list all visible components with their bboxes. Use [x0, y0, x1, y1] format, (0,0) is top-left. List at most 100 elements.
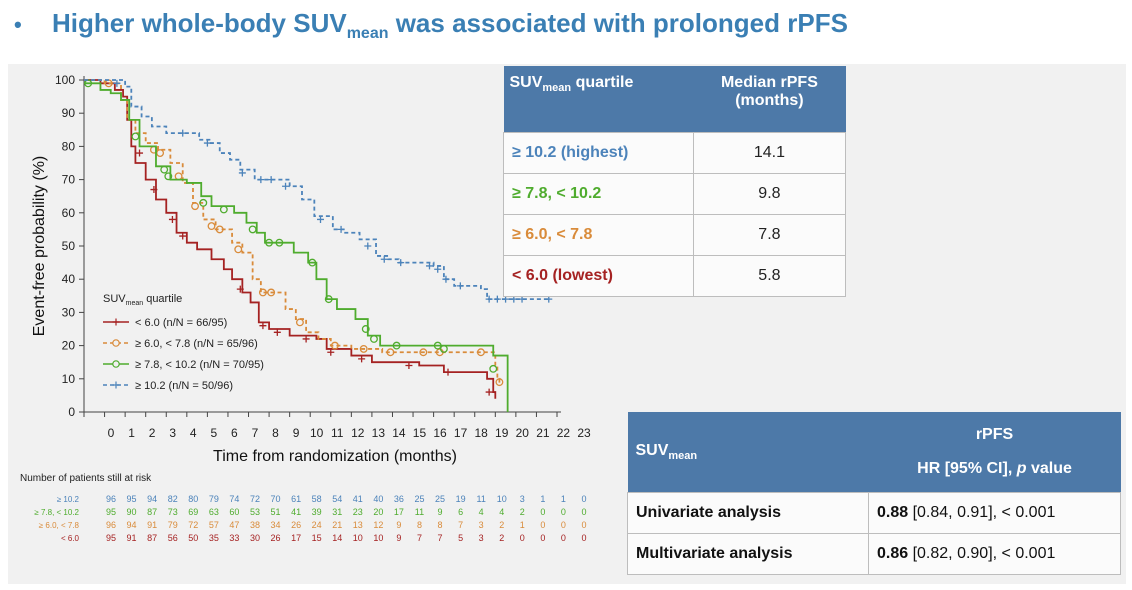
legend-entry: ≥ 6.0, < 7.8 (n/N = 65/96) [135, 338, 258, 350]
x-tick-label: 12 [351, 426, 365, 440]
risk-count: 69 [188, 507, 198, 517]
risk-count: 31 [332, 507, 342, 517]
censor-mark [545, 295, 553, 303]
y-tick-label: 60 [62, 206, 76, 220]
censor-mark [419, 348, 428, 357]
censor-mark [476, 348, 485, 357]
table-row: ≥ 6.0, < 7.8 7.8 [503, 214, 847, 256]
censor-mark [425, 262, 433, 270]
quartile-label: < 6.0 (lowest) [503, 255, 694, 297]
y-tick-label: 80 [62, 139, 76, 153]
risk-count: 7 [458, 520, 463, 530]
risk-count: 4 [479, 507, 484, 517]
risk-count: 35 [209, 533, 219, 543]
legend-marker [112, 381, 120, 389]
x-tick-label: 5 [210, 426, 217, 440]
censor-mark [168, 215, 176, 223]
censor-mark [510, 295, 518, 303]
risk-count: 3 [479, 533, 484, 543]
censor-mark [380, 255, 388, 263]
median-table-header-quartile: SUVmean quartile [503, 66, 694, 133]
risk-count: 1 [561, 494, 566, 504]
risk-count: 90 [127, 507, 137, 517]
risk-count: 0 [561, 533, 566, 543]
censor-mark [405, 362, 413, 370]
risk-count: 41 [353, 494, 363, 504]
title-bullet: • [14, 12, 22, 37]
risk-count: 8 [417, 520, 422, 530]
censor-mark [282, 182, 290, 190]
y-tick-label: 10 [62, 372, 76, 386]
x-tick-label: 3 [169, 426, 176, 440]
censor-mark [302, 335, 310, 343]
censor-mark [259, 322, 267, 330]
table-row: Univariate analysis 0.88 [0.84, 0.91], < … [627, 492, 1121, 534]
risk-count: 96 [106, 494, 116, 504]
risk-count: 2 [520, 507, 525, 517]
legend-marker [112, 318, 120, 326]
median-value: 5.8 [692, 255, 847, 297]
x-tick-label: 11 [331, 426, 344, 440]
risk-count: 26 [291, 520, 301, 530]
censor-mark [207, 222, 216, 231]
x-tick-label: 8 [272, 426, 279, 440]
median-value: 14.1 [692, 132, 847, 174]
censor-mark [174, 172, 183, 181]
x-tick-label: 14 [392, 426, 406, 440]
censor-mark [485, 295, 493, 303]
x-tick-label: 0 [108, 426, 115, 440]
risk-count: 25 [414, 494, 424, 504]
censor-mark [518, 295, 526, 303]
censor-mark [439, 344, 448, 353]
censor-mark [308, 258, 317, 267]
x-tick-label: 4 [190, 426, 197, 440]
risk-count: 87 [147, 533, 157, 543]
hr-value: 0.88 [0.84, 0.91], < 0.001 [868, 492, 1121, 534]
censor-mark [238, 169, 246, 177]
risk-row-label: ≥ 10.2 [57, 495, 80, 504]
censor-mark [267, 176, 275, 184]
risk-count: 7 [417, 533, 422, 543]
median-table-header-rpfs: Median rPFS (months) [693, 66, 846, 133]
censor-mark [234, 245, 243, 254]
title-subscript: mean [346, 25, 389, 42]
censor-mark [337, 225, 345, 233]
risk-count: 74 [229, 494, 239, 504]
risk-count: 0 [540, 507, 545, 517]
legend-entry: ≥ 10.2 (n/N = 50/96) [135, 380, 233, 392]
risk-count: 50 [188, 533, 198, 543]
censor-mark [330, 341, 339, 350]
risk-row-label: < 6.0 [61, 534, 80, 543]
risk-count: 10 [353, 533, 363, 543]
censor-mark [275, 238, 284, 247]
legend-marker [112, 360, 120, 368]
censor-mark [442, 275, 450, 283]
risk-count: 24 [312, 520, 322, 530]
censor-mark [489, 364, 498, 373]
censor-mark [179, 129, 187, 137]
censor-mark [203, 139, 211, 147]
risk-count: 56 [168, 533, 178, 543]
analysis-label: Multivariate analysis [627, 533, 869, 575]
legend-title: SUVmean quartile [103, 293, 182, 307]
legend-marker [112, 339, 120, 347]
censor-mark [327, 348, 335, 356]
title-prefix: Higher whole-body SUV [52, 8, 347, 38]
risk-count: 58 [312, 494, 322, 504]
risk-count: 9 [396, 520, 401, 530]
risk-count: 94 [127, 520, 137, 530]
risk-count: 94 [147, 494, 157, 504]
censor-mark [156, 149, 165, 157]
risk-count: 15 [312, 533, 322, 543]
risk-count: 61 [291, 494, 301, 504]
censor-mark [219, 205, 228, 214]
risk-count: 9 [438, 507, 443, 517]
median-value: 9.8 [692, 173, 847, 215]
risk-count: 3 [479, 520, 484, 530]
risk-count: 34 [271, 520, 281, 530]
risk-count: 9 [396, 533, 401, 543]
risk-count: 1 [540, 494, 545, 504]
risk-count: 14 [332, 533, 342, 543]
x-tick-label: 23 [577, 426, 591, 440]
